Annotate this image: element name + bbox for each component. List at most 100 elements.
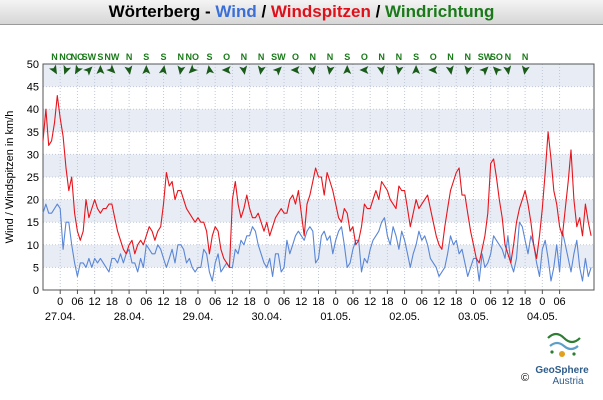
direction-label: S — [97, 52, 103, 62]
direction-arrow-icon — [63, 64, 72, 75]
direction-arrow-icon — [142, 65, 151, 74]
plot-band — [43, 109, 594, 132]
title-sep-3: / — [370, 2, 386, 21]
date-label: 01.05. — [320, 311, 351, 323]
direction-arrow-icon — [445, 65, 454, 75]
x-tick-label: 06 — [278, 296, 290, 308]
direction-label: NO — [185, 52, 199, 62]
title-windrichtung: Windrichtung — [385, 2, 495, 21]
direction-label: N — [505, 52, 512, 62]
plot-band — [43, 222, 594, 245]
direction-arrow-icon — [412, 65, 421, 74]
y-tick-label: 50 — [27, 59, 39, 71]
date-label: 30.04. — [252, 311, 283, 323]
direction-arrow-icon — [96, 65, 105, 74]
x-tick-label: 06 — [416, 296, 428, 308]
direction-arrow-icon — [188, 64, 198, 74]
direction-label: S — [206, 52, 212, 62]
x-tick-label: 12 — [502, 296, 514, 308]
title-sep-1: - — [200, 2, 216, 21]
x-tick-label: 0 — [539, 296, 545, 308]
direction-label: S — [143, 52, 149, 62]
direction-label: SO — [490, 52, 503, 62]
x-tick-label: 18 — [450, 296, 462, 308]
chart-title: Wörterberg - Wind / Windspitzen / Windri… — [0, 0, 603, 25]
date-label: 29.04. — [183, 311, 214, 323]
direction-arrow-icon — [290, 66, 300, 74]
direction-arrow-icon — [308, 65, 317, 75]
date-label: 28.04. — [114, 311, 145, 323]
date-label: 27.04. — [45, 311, 76, 323]
x-tick-label: 12 — [295, 296, 307, 308]
x-tick-label: 06 — [71, 296, 83, 308]
direction-arrow-icon — [503, 65, 512, 75]
y-tick-label: 0 — [33, 285, 39, 297]
direction-arrow-icon — [377, 65, 385, 75]
series-lines — [42, 95, 592, 282]
direction-label: SW — [271, 52, 286, 62]
direction-arrow-icon — [521, 65, 530, 75]
series-gust — [42, 95, 592, 268]
x-tick-label: 18 — [106, 296, 118, 308]
direction-arrow-icon — [177, 65, 186, 75]
direction-label: N — [310, 52, 317, 62]
direction-label: NO — [71, 52, 85, 62]
logo-swirl-icon — [547, 332, 581, 357]
x-tick-label: 18 — [519, 296, 531, 308]
y-tick-label: 10 — [27, 240, 39, 252]
x-tick-label: 0 — [402, 296, 408, 308]
title-station: Wörterberg — [108, 2, 201, 21]
title-windspitzen: Windspitzen — [270, 2, 371, 21]
direction-label: N — [258, 52, 265, 62]
direction-label: N — [464, 52, 471, 62]
title-wind: Wind — [215, 2, 257, 21]
direction-arrow-icon — [74, 64, 83, 75]
x-tick-label: 18 — [175, 296, 187, 308]
logo-sub: Austria — [552, 376, 584, 387]
direction-label: N — [447, 52, 454, 62]
copyright: © — [521, 372, 529, 384]
y-tick-label: 15 — [27, 217, 39, 229]
x-tick-label: 12 — [433, 296, 445, 308]
logo-name: GeoSphere — [535, 365, 589, 376]
direction-label: N — [178, 52, 185, 62]
date-label: 04.05. — [527, 311, 558, 323]
x-tick-label: 06 — [553, 296, 565, 308]
direction-label: NO — [59, 52, 73, 62]
direction-arrow-icon — [106, 64, 116, 74]
y-axis-label: Wind / Windspitzen in km/h — [4, 111, 16, 244]
date-label: 02.05. — [389, 311, 420, 323]
x-tick-label: 0 — [195, 296, 201, 308]
direction-arrow-icon — [479, 66, 489, 76]
direction-label: O — [223, 52, 230, 62]
geosphere-logo: GeoSphere Austria © — [521, 332, 589, 387]
plot-band — [43, 267, 594, 290]
direction-label: N — [51, 52, 58, 62]
direction-arrow-icon — [221, 66, 231, 74]
direction-arrow-icon — [359, 66, 369, 74]
direction-arrow-icon — [492, 66, 503, 76]
direction-label: N — [522, 52, 529, 62]
x-tick-label: 0 — [57, 296, 63, 308]
direction-label: N — [327, 52, 334, 62]
direction-arrow-icon — [343, 65, 352, 74]
direction-arrow-icon — [257, 65, 266, 75]
date-label: 03.05. — [458, 311, 489, 323]
direction-label: N — [396, 52, 403, 62]
direction-arrow-icon — [272, 66, 282, 76]
x-tick-label: 06 — [347, 296, 359, 308]
direction-label: N — [241, 52, 248, 62]
x-tick-label: 0 — [470, 296, 476, 308]
y-tick-label: 20 — [27, 195, 39, 207]
x-tick-label: 18 — [381, 296, 393, 308]
direction-arrow-icon — [395, 65, 404, 75]
direction-label: O — [361, 52, 368, 62]
y-tick-label: 25 — [27, 172, 39, 184]
direction-label: N — [378, 52, 385, 62]
x-tick-label: 12 — [364, 296, 376, 308]
y-tick-labels: 0 5 10 15 20 25 30 35 40 45 50 — [27, 59, 39, 297]
y-tick-label: 30 — [27, 149, 39, 161]
direction-label: O — [292, 52, 299, 62]
y-tick-label: 35 — [27, 127, 39, 139]
